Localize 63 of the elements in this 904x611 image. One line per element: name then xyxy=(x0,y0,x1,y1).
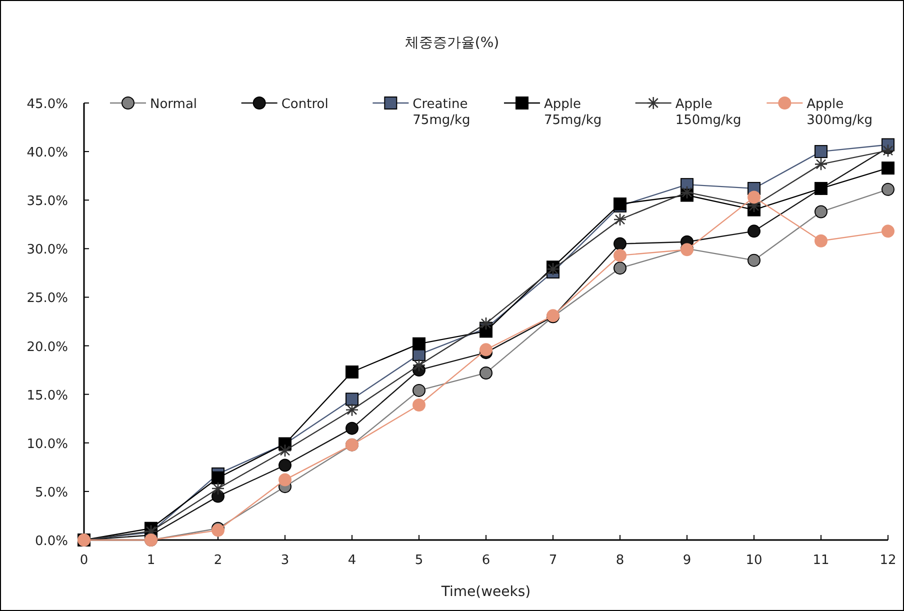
legend-label: Apple 150mg/kg xyxy=(675,97,742,128)
point xyxy=(479,316,493,330)
point xyxy=(814,234,828,248)
point xyxy=(480,343,492,356)
y-tick-label: 45.0% xyxy=(26,97,68,112)
x-tick-label: 12 xyxy=(880,553,896,568)
y-tick-label: 40.0% xyxy=(26,146,68,161)
legend-label: Control xyxy=(281,97,328,112)
y-tick-label: 5.0% xyxy=(34,485,68,500)
point xyxy=(345,403,359,417)
y-tick-label: 25.0% xyxy=(26,291,68,306)
point xyxy=(882,224,894,238)
point xyxy=(346,366,358,378)
point xyxy=(881,144,895,158)
x-tick-label: 3 xyxy=(280,553,290,568)
x-tick-label: 0 xyxy=(80,553,88,568)
point xyxy=(882,182,894,196)
point xyxy=(412,358,426,372)
x-tick-label: 4 xyxy=(348,553,356,568)
y-tick-label: 0.0% xyxy=(34,534,68,549)
legend-label: Apple 300mg/kg xyxy=(806,97,873,128)
y-tick-label: 30.0% xyxy=(26,242,68,258)
chart-title: 체중증가율(%) xyxy=(404,35,500,51)
legend-label: Normal xyxy=(150,97,198,112)
point xyxy=(346,392,358,406)
x-tick-label: 6 xyxy=(482,553,490,568)
y-tick-label: 10.0% xyxy=(26,436,68,452)
point xyxy=(814,158,828,171)
point xyxy=(614,237,626,250)
point xyxy=(412,384,426,397)
x-tick-label: 2 xyxy=(214,553,222,568)
x-tick-label: 7 xyxy=(548,553,558,568)
point xyxy=(412,337,426,350)
x-axis-title: Time(weeks) xyxy=(440,584,531,600)
point xyxy=(748,224,760,238)
point xyxy=(614,262,626,275)
point xyxy=(748,190,760,204)
point xyxy=(412,398,426,412)
point xyxy=(680,186,694,199)
point xyxy=(211,482,225,496)
legend-label: Creatine 75mg/kg xyxy=(412,97,470,128)
point xyxy=(278,473,292,486)
x-tick-label: 1 xyxy=(146,553,156,568)
legend-label: Apple 75mg/kg xyxy=(544,97,602,128)
x-tick-label: 8 xyxy=(616,553,624,568)
y-tick-label: 35.0% xyxy=(26,194,68,210)
point xyxy=(346,422,358,435)
x-tick-label: 9 xyxy=(682,553,692,568)
x-tick-label: 10 xyxy=(746,553,762,568)
point xyxy=(814,145,828,158)
point xyxy=(278,458,292,472)
x-tick-label: 5 xyxy=(414,553,424,568)
point xyxy=(278,444,292,458)
point xyxy=(814,205,828,218)
point xyxy=(212,471,224,484)
x-tick-label: 11 xyxy=(812,553,830,568)
y-tick-label: 20.0% xyxy=(26,340,68,355)
point xyxy=(480,366,492,380)
point xyxy=(613,212,627,226)
y-tick-label: 15.0% xyxy=(26,388,68,404)
point xyxy=(882,162,894,175)
point xyxy=(748,254,760,267)
point xyxy=(614,248,626,262)
